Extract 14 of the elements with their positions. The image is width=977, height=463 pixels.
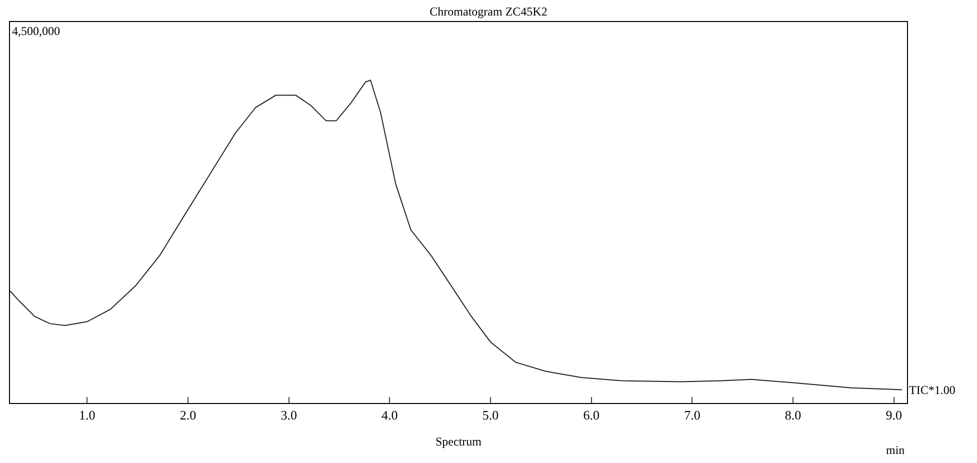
text: TIC*1.00 — [909, 383, 956, 397]
x-tick-label: 6.0 — [583, 408, 600, 423]
x-tick-label: 5.0 — [482, 408, 499, 423]
x-axis-title: Spectrum — [436, 434, 482, 448]
text: min — [886, 443, 905, 457]
x-tick-label: 3.0 — [280, 408, 297, 423]
x-tick-label: 1.0 — [79, 408, 96, 423]
chart-title: Chromatogram ZC45K2 — [430, 4, 548, 18]
x-tick-label: 7.0 — [684, 408, 700, 423]
text: 4,500,000 — [12, 24, 60, 38]
x-tick-label: 9.0 — [886, 408, 902, 423]
x-tick-label: 4.0 — [382, 408, 398, 423]
x-tick-label: 2.0 — [180, 408, 196, 423]
x-tick-label: 8.0 — [784, 408, 802, 423]
